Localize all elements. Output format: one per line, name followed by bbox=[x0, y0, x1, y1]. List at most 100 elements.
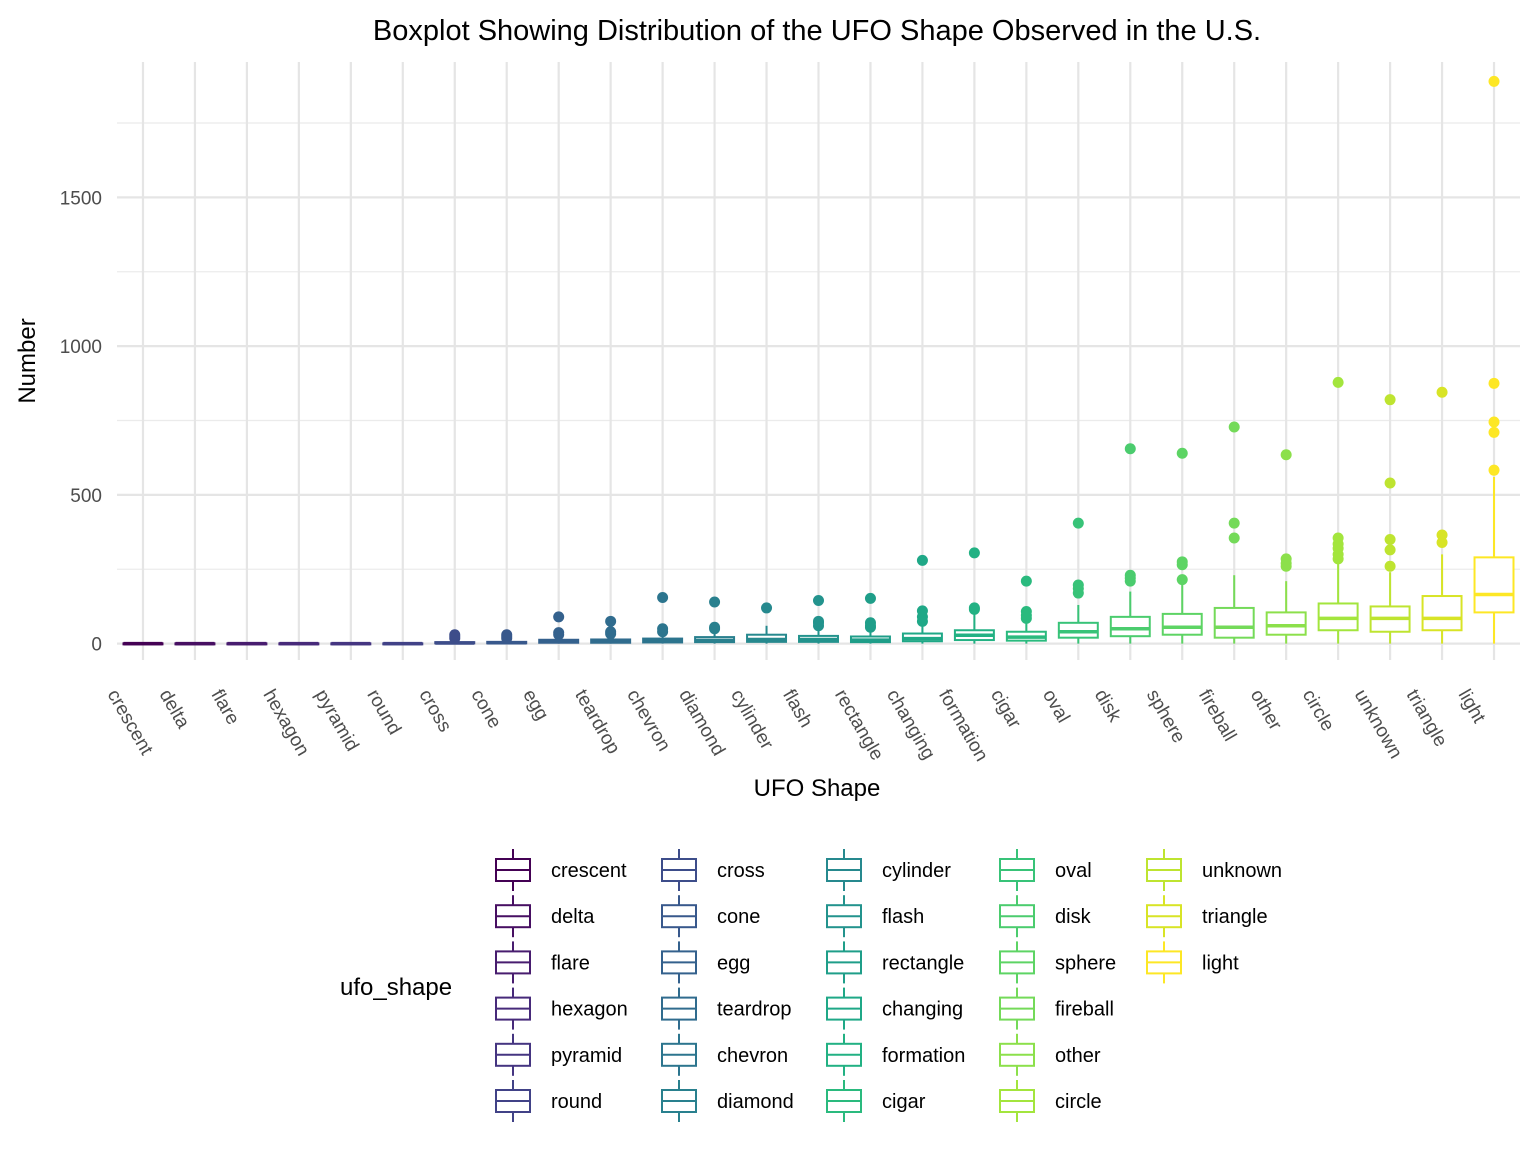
outlier-point bbox=[813, 615, 824, 627]
box-flare bbox=[226, 641, 268, 646]
box-crescent bbox=[122, 641, 164, 646]
chart-title: Boxplot Showing Distribution of the UFO … bbox=[373, 15, 1261, 47]
x-tick-label: delta bbox=[155, 686, 194, 733]
x-tick-label: fireball bbox=[1194, 686, 1240, 745]
outlier-point bbox=[709, 596, 721, 608]
legend-item-changing: changing bbox=[826, 987, 963, 1030]
outlier-point bbox=[1176, 574, 1188, 586]
legend-label: pyramid bbox=[551, 1045, 622, 1067]
outlier-point bbox=[1124, 443, 1136, 455]
x-tick-label: formation bbox=[934, 686, 992, 765]
x-tick-label: cone bbox=[466, 686, 505, 732]
outlier-point bbox=[1072, 579, 1084, 591]
outlier-point bbox=[553, 611, 565, 623]
legend-label: cigar bbox=[882, 1091, 926, 1113]
legend-label: cylinder bbox=[882, 860, 951, 882]
x-tick-label: pyramid bbox=[311, 686, 363, 755]
outlier-point bbox=[1384, 544, 1396, 556]
legend-label: egg bbox=[717, 952, 750, 974]
outlier-point bbox=[1384, 560, 1396, 572]
legend-item-circle: circle bbox=[999, 1080, 1102, 1122]
box-unknown bbox=[1369, 394, 1411, 644]
legend-item-fireball: fireball bbox=[999, 987, 1114, 1030]
outlier-point bbox=[761, 602, 773, 614]
x-tick-label: cigar bbox=[986, 686, 1025, 733]
outlier-point bbox=[968, 547, 980, 559]
box-oval bbox=[1057, 517, 1099, 644]
legend-label: round bbox=[551, 1091, 602, 1113]
legend-item-diamond: diamond bbox=[661, 1080, 794, 1122]
x-tick-label: rectangle bbox=[830, 686, 887, 764]
legend-item-disk: disk bbox=[999, 895, 1092, 938]
outlier-point bbox=[553, 627, 565, 639]
outlier-point bbox=[916, 554, 928, 566]
x-tick-label: hexagon bbox=[259, 686, 314, 760]
legend-item-unknown: unknown bbox=[1146, 849, 1282, 891]
box-delta bbox=[174, 641, 216, 646]
boxes bbox=[122, 75, 1515, 646]
legend-label: cross bbox=[717, 860, 765, 882]
legend-label: unknown bbox=[1202, 860, 1282, 882]
box-other bbox=[1265, 449, 1307, 644]
legend-item-delta: delta bbox=[495, 895, 595, 938]
box-body bbox=[1161, 612, 1203, 636]
x-tick-label: other bbox=[1246, 686, 1286, 735]
legend-label: circle bbox=[1055, 1091, 1102, 1113]
box-fireball bbox=[1213, 421, 1255, 644]
y-axis-label: Number bbox=[14, 318, 41, 403]
outlier-point bbox=[605, 626, 617, 638]
box-cylinder bbox=[746, 602, 788, 644]
box-body bbox=[1213, 606, 1255, 639]
legend-label: teardrop bbox=[717, 999, 792, 1021]
outlier-point bbox=[1488, 464, 1500, 476]
legend-label: disk bbox=[1055, 906, 1092, 928]
box-body bbox=[1473, 556, 1515, 614]
outlier-point bbox=[1228, 517, 1240, 529]
outlier-point bbox=[1384, 394, 1396, 406]
legend-label: formation bbox=[882, 1045, 965, 1067]
legend-item-other: other bbox=[999, 1033, 1101, 1076]
outlier-point bbox=[1176, 447, 1188, 459]
outlier-point bbox=[1488, 75, 1500, 87]
box-triangle bbox=[1421, 386, 1463, 644]
legend-label: other bbox=[1055, 1045, 1101, 1067]
x-tick-label: round bbox=[362, 686, 404, 739]
legend-item-oval: oval bbox=[999, 849, 1092, 891]
outlier-point bbox=[657, 592, 669, 604]
y-tick-label: 500 bbox=[70, 486, 102, 507]
legend-item-cone: cone bbox=[661, 895, 760, 938]
x-tick-label: circle bbox=[1298, 686, 1338, 735]
box-round bbox=[382, 641, 424, 646]
legend-label: oval bbox=[1055, 860, 1092, 882]
box-body bbox=[1265, 611, 1307, 636]
legend-item-light: light bbox=[1146, 941, 1239, 984]
box-diamond bbox=[694, 596, 736, 644]
outlier-point bbox=[1332, 532, 1344, 544]
legend-item-egg: egg bbox=[661, 941, 750, 984]
x-tick-label: diamond bbox=[674, 686, 729, 760]
legend-item-triangle: triangle bbox=[1146, 895, 1268, 938]
outlier-point bbox=[1228, 421, 1240, 433]
outlier-point bbox=[1436, 386, 1448, 398]
y-tick-label: 0 bbox=[91, 635, 102, 656]
legend-item-flash: flash bbox=[826, 895, 924, 938]
box-disk bbox=[1109, 443, 1151, 644]
y-tick-label: 1000 bbox=[60, 337, 102, 358]
legend-label: triangle bbox=[1202, 906, 1268, 928]
outlier-point bbox=[1176, 556, 1188, 568]
outlier-point bbox=[1072, 517, 1084, 529]
legend-item-flare: flare bbox=[495, 941, 590, 984]
legend-item-hexagon: hexagon bbox=[495, 987, 628, 1030]
legend-label: cone bbox=[717, 906, 760, 928]
x-tick-label: cylinder bbox=[726, 686, 777, 754]
box-hexagon bbox=[278, 641, 320, 646]
box-cigar bbox=[1005, 575, 1047, 644]
x-tick-label: crescent bbox=[103, 686, 157, 759]
outlier-point bbox=[1124, 569, 1136, 581]
legend-label: flare bbox=[551, 952, 590, 974]
legend-title: ufo_shape bbox=[340, 974, 452, 1001]
box-formation bbox=[953, 547, 995, 644]
legend-label: light bbox=[1202, 952, 1239, 974]
outlier-point bbox=[1384, 477, 1396, 489]
